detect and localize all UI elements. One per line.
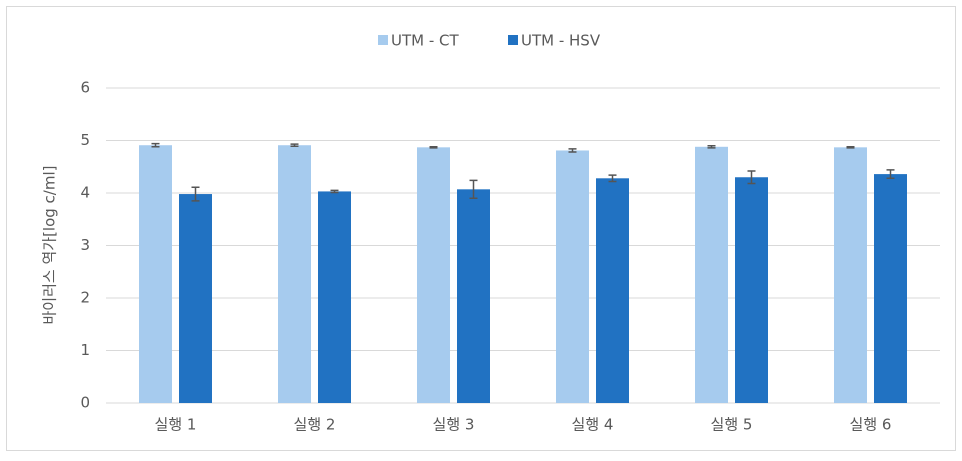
error-bar xyxy=(429,146,438,149)
y-tick-label: 1 xyxy=(80,341,90,359)
bar xyxy=(695,146,728,404)
legend-swatch xyxy=(378,35,388,45)
error-bar xyxy=(330,189,339,194)
y-tick-label: 3 xyxy=(80,236,90,254)
bar xyxy=(139,145,172,403)
bar xyxy=(457,189,490,403)
error-bar xyxy=(608,174,617,183)
y-axis-title: 바이러스 역가[log c/ml] xyxy=(41,166,59,325)
bar xyxy=(417,147,450,403)
error-bar xyxy=(846,146,855,149)
error-bar xyxy=(191,186,200,202)
bar xyxy=(318,191,351,403)
bar xyxy=(874,174,907,403)
y-tick-label: 4 xyxy=(80,184,90,202)
error-bar xyxy=(469,179,478,199)
y-tick-label: 6 xyxy=(80,79,90,97)
legend-label: UTM - CT xyxy=(391,32,460,50)
bar xyxy=(556,150,589,403)
error-bar xyxy=(290,143,299,148)
x-tick-label: 실행 6 xyxy=(850,416,892,434)
bar xyxy=(278,145,311,403)
x-tick-label: 실행 5 xyxy=(711,416,753,434)
x-tick-label: 실행 4 xyxy=(572,416,614,434)
y-tick-label: 2 xyxy=(80,289,90,307)
bar xyxy=(735,177,768,403)
bar xyxy=(179,194,212,403)
error-bar xyxy=(747,170,756,185)
x-tick-label: 실행 3 xyxy=(433,416,475,434)
y-tick-label: 5 xyxy=(80,131,90,149)
legend-swatch xyxy=(508,35,518,45)
error-bar xyxy=(707,145,716,149)
error-bar xyxy=(568,148,577,153)
bar xyxy=(596,178,629,403)
x-tick-label: 실행 2 xyxy=(294,416,336,434)
error-bar xyxy=(151,142,160,148)
bar xyxy=(834,147,867,403)
x-tick-label: 실행 1 xyxy=(155,416,197,434)
y-tick-label: 0 xyxy=(80,394,90,412)
error-bar xyxy=(886,169,895,180)
legend-label: UTM - HSV xyxy=(521,32,601,50)
